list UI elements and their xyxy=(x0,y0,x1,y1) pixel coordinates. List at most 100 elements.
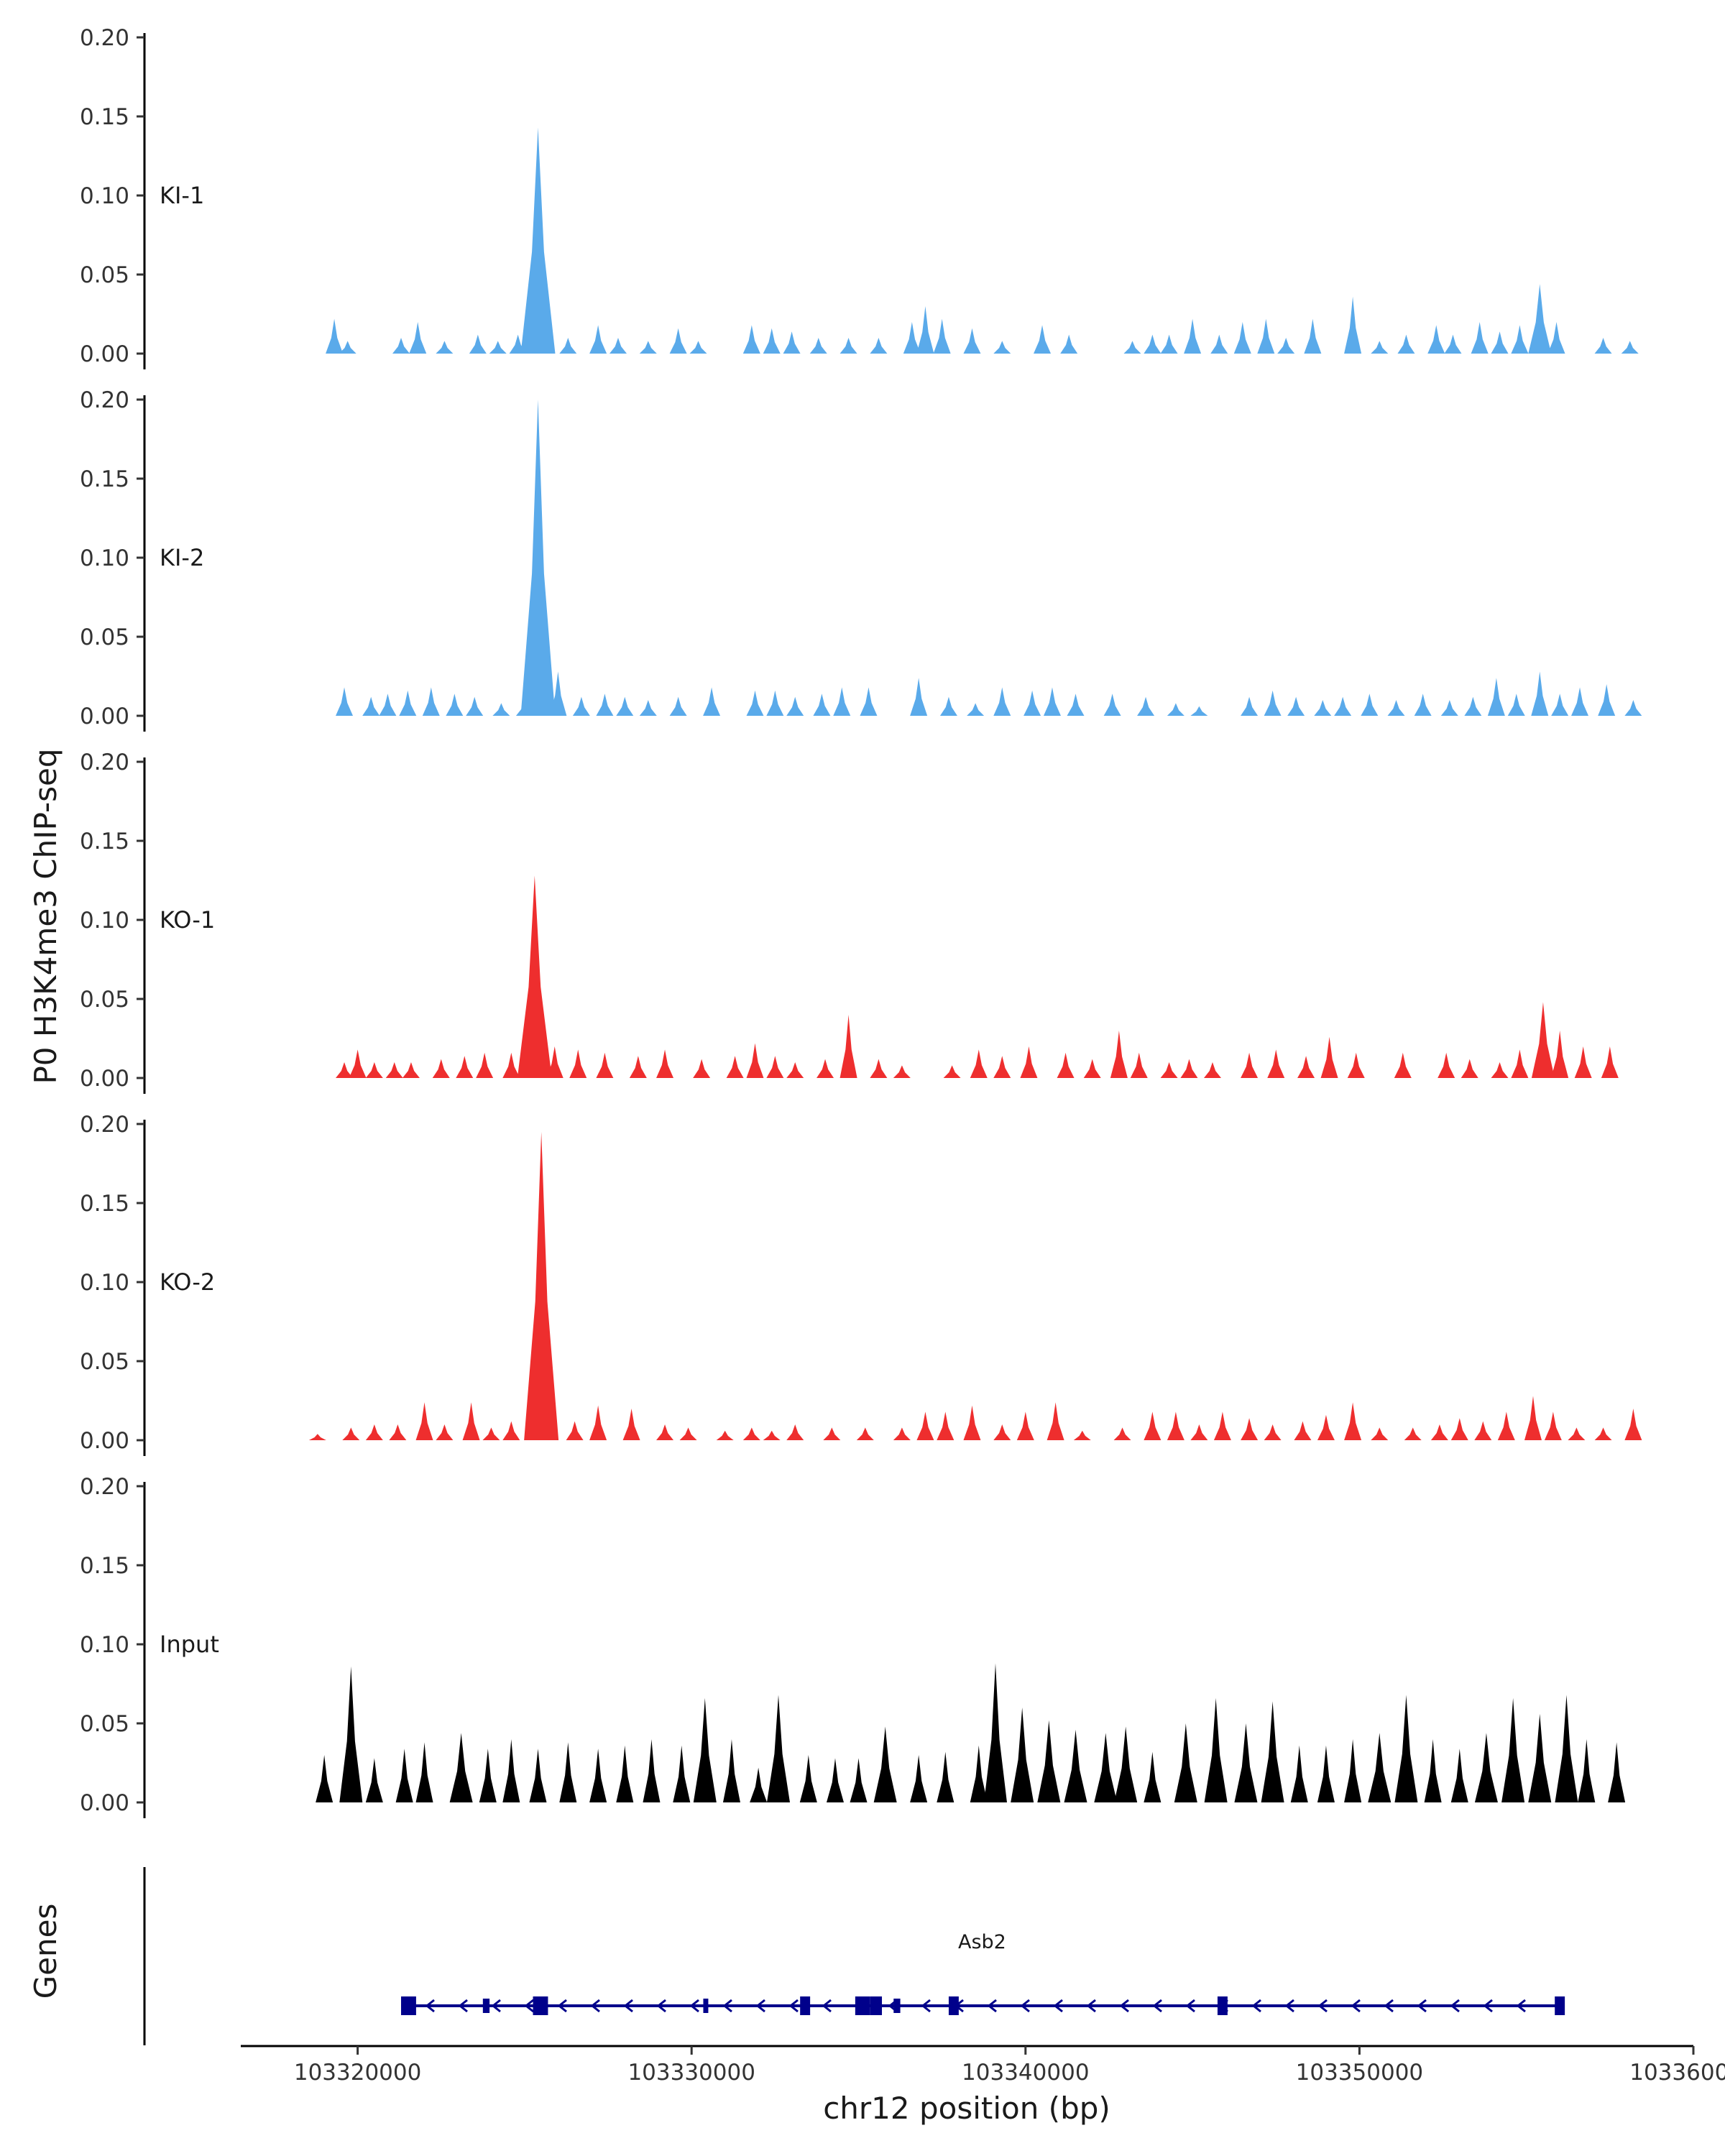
signal-peak xyxy=(549,671,567,716)
gene-exon xyxy=(482,1999,490,2013)
signal-peak xyxy=(622,1409,640,1440)
signal-peak xyxy=(1430,1424,1448,1440)
signal-peak xyxy=(362,696,380,716)
track-label-ki-2: KI-2 xyxy=(160,544,204,571)
signal-peak xyxy=(432,1059,450,1078)
signal-peak xyxy=(589,1749,607,1802)
signal-peak xyxy=(873,1726,897,1802)
signal-peak xyxy=(1621,341,1639,354)
signal-peak xyxy=(1060,334,1078,354)
signal-peak xyxy=(1551,1031,1569,1078)
signal-peak xyxy=(616,1745,634,1802)
signal-peak xyxy=(326,318,344,354)
signal-peak xyxy=(1320,1036,1338,1078)
signal-peak xyxy=(572,696,590,716)
signal-peak xyxy=(1474,1733,1498,1802)
y-tick-label: 0.05 xyxy=(80,1349,129,1375)
signal-peak xyxy=(517,875,552,1078)
x-axis: 103320000 103330000 103340000 103350000 1033… xyxy=(241,2045,1725,2086)
signal-peak xyxy=(1083,1059,1101,1078)
signal-peak xyxy=(1113,1427,1131,1440)
signal-peak xyxy=(1267,1049,1285,1078)
signal-peak xyxy=(392,338,410,354)
signal-peak xyxy=(840,1015,857,1078)
signal-peak xyxy=(1261,1701,1284,1802)
signal-peak xyxy=(643,1739,661,1802)
strand-arrow xyxy=(524,1999,534,2013)
signal-peak xyxy=(993,1056,1011,1078)
signal-peak xyxy=(860,687,878,716)
strand-arrow xyxy=(1483,1999,1493,2013)
signal-peak xyxy=(596,694,614,716)
signal-peak xyxy=(1594,338,1612,354)
signal-peak xyxy=(1144,1751,1162,1802)
signal-peak xyxy=(1317,1745,1335,1802)
signal-peak xyxy=(840,338,857,354)
strand-arrow xyxy=(425,1999,435,2013)
signal-peak xyxy=(1264,1424,1282,1440)
signal-peak xyxy=(689,341,707,354)
strand-arrow xyxy=(755,1999,765,2013)
signal-peak xyxy=(1137,696,1155,716)
signal-peak xyxy=(833,687,851,716)
signal-peak xyxy=(316,1755,334,1802)
signal-peak xyxy=(596,1052,614,1078)
signal-peak xyxy=(1450,1749,1468,1802)
signal-peak xyxy=(476,1052,494,1078)
signal-peak xyxy=(893,1065,911,1078)
signal-peak xyxy=(703,687,721,716)
signal-peak xyxy=(1531,671,1549,716)
strand-arrow xyxy=(822,1999,832,2013)
signal-peak xyxy=(492,703,510,716)
gene-exon xyxy=(1555,1996,1565,2015)
gene-exon xyxy=(948,1996,959,2015)
track-label-ko-1: KO-1 xyxy=(160,906,215,934)
signal-peak xyxy=(1037,1720,1061,1802)
signal-peak xyxy=(1180,1059,1198,1078)
signal-peak xyxy=(1344,296,1362,354)
signal-peak xyxy=(870,1059,888,1078)
signal-peak xyxy=(1511,1049,1529,1078)
y-tick-label: 0.00 xyxy=(80,1790,129,1816)
gene-model-asb2[interactable] xyxy=(401,1996,1565,2015)
signal-peak xyxy=(1011,1708,1034,1802)
y-tick-label: 0.20 xyxy=(80,1474,129,1500)
y-tick-label: 0.00 xyxy=(80,1066,129,1092)
signal-peak xyxy=(629,1056,647,1078)
signal-peak xyxy=(1371,341,1389,354)
signal-peak xyxy=(1544,1411,1562,1440)
signal-peak xyxy=(893,1427,911,1440)
signal-peak xyxy=(308,1434,326,1440)
signal-peak xyxy=(1034,325,1052,354)
signal-peak xyxy=(1531,1002,1555,1078)
signal-peak xyxy=(569,1049,587,1078)
strand-arrow xyxy=(1351,1999,1361,2013)
signal-peak xyxy=(1190,706,1208,716)
signal-peak xyxy=(520,400,556,716)
signal-peak xyxy=(1440,700,1458,716)
signal-peak xyxy=(722,1739,740,1802)
signal-peak xyxy=(1414,694,1432,716)
x-tick-label: 103340000 xyxy=(962,2060,1090,2086)
signal-peak xyxy=(669,328,687,354)
strand-arrow xyxy=(987,1999,997,2013)
signal-peak xyxy=(1160,1062,1178,1078)
signal-peak xyxy=(746,1043,764,1078)
signal-peak xyxy=(1094,1733,1118,1802)
strand-arrow xyxy=(1053,1999,1063,2013)
signal-peak xyxy=(1438,1052,1455,1078)
y-tick-label: 0.15 xyxy=(80,829,129,854)
track-ki-1: 0.00 0.05 0.10 0.15 0.20 KI-1 xyxy=(80,25,1639,369)
gene-exon xyxy=(1217,1996,1228,2015)
signal-peak xyxy=(1287,696,1305,716)
signal-peak xyxy=(1314,700,1332,716)
signal-peak xyxy=(1110,1031,1128,1078)
signal-peak xyxy=(1594,1427,1612,1440)
signal-peak xyxy=(385,1062,403,1078)
gene-exon xyxy=(703,1999,709,2013)
signal-peak xyxy=(937,1411,954,1440)
gene-exon xyxy=(401,1996,416,2015)
signal-peak xyxy=(1234,1723,1258,1802)
signal-peak xyxy=(910,678,928,716)
signal-peak xyxy=(1073,1430,1091,1440)
